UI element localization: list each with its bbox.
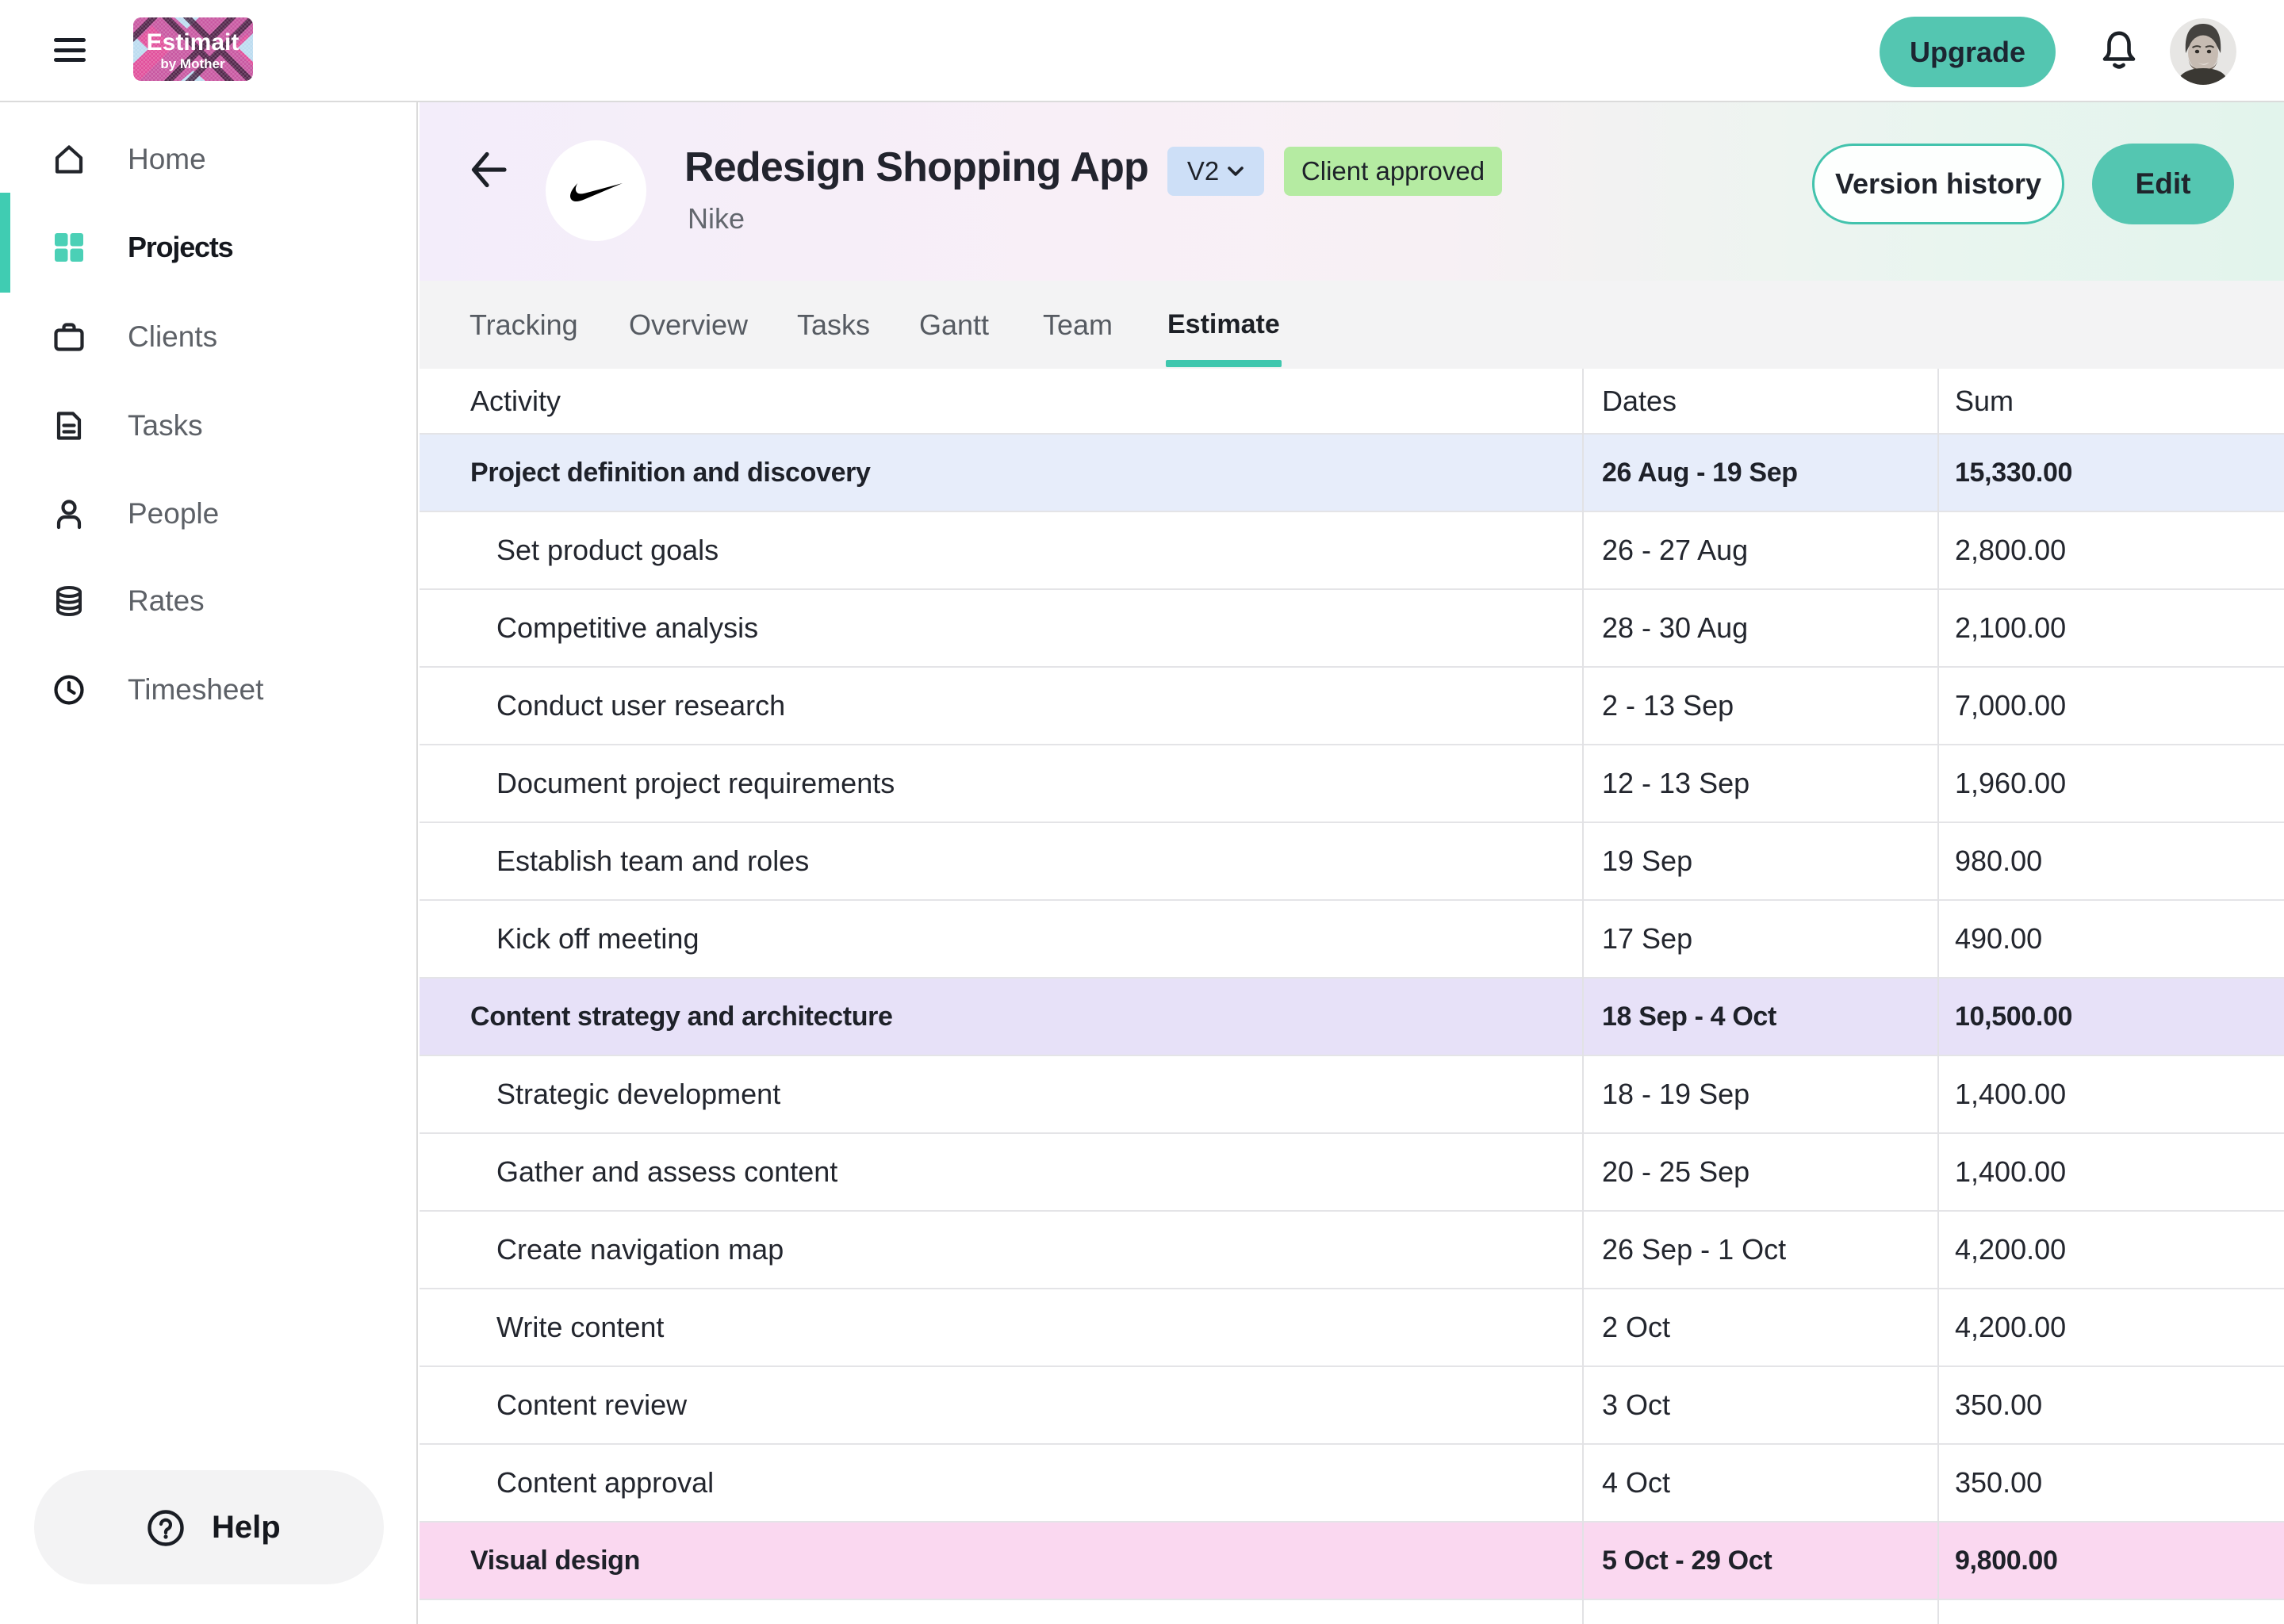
svg-text:Estimait: Estimait (147, 29, 240, 56)
svg-text:by Mother: by Mother (160, 56, 225, 71)
